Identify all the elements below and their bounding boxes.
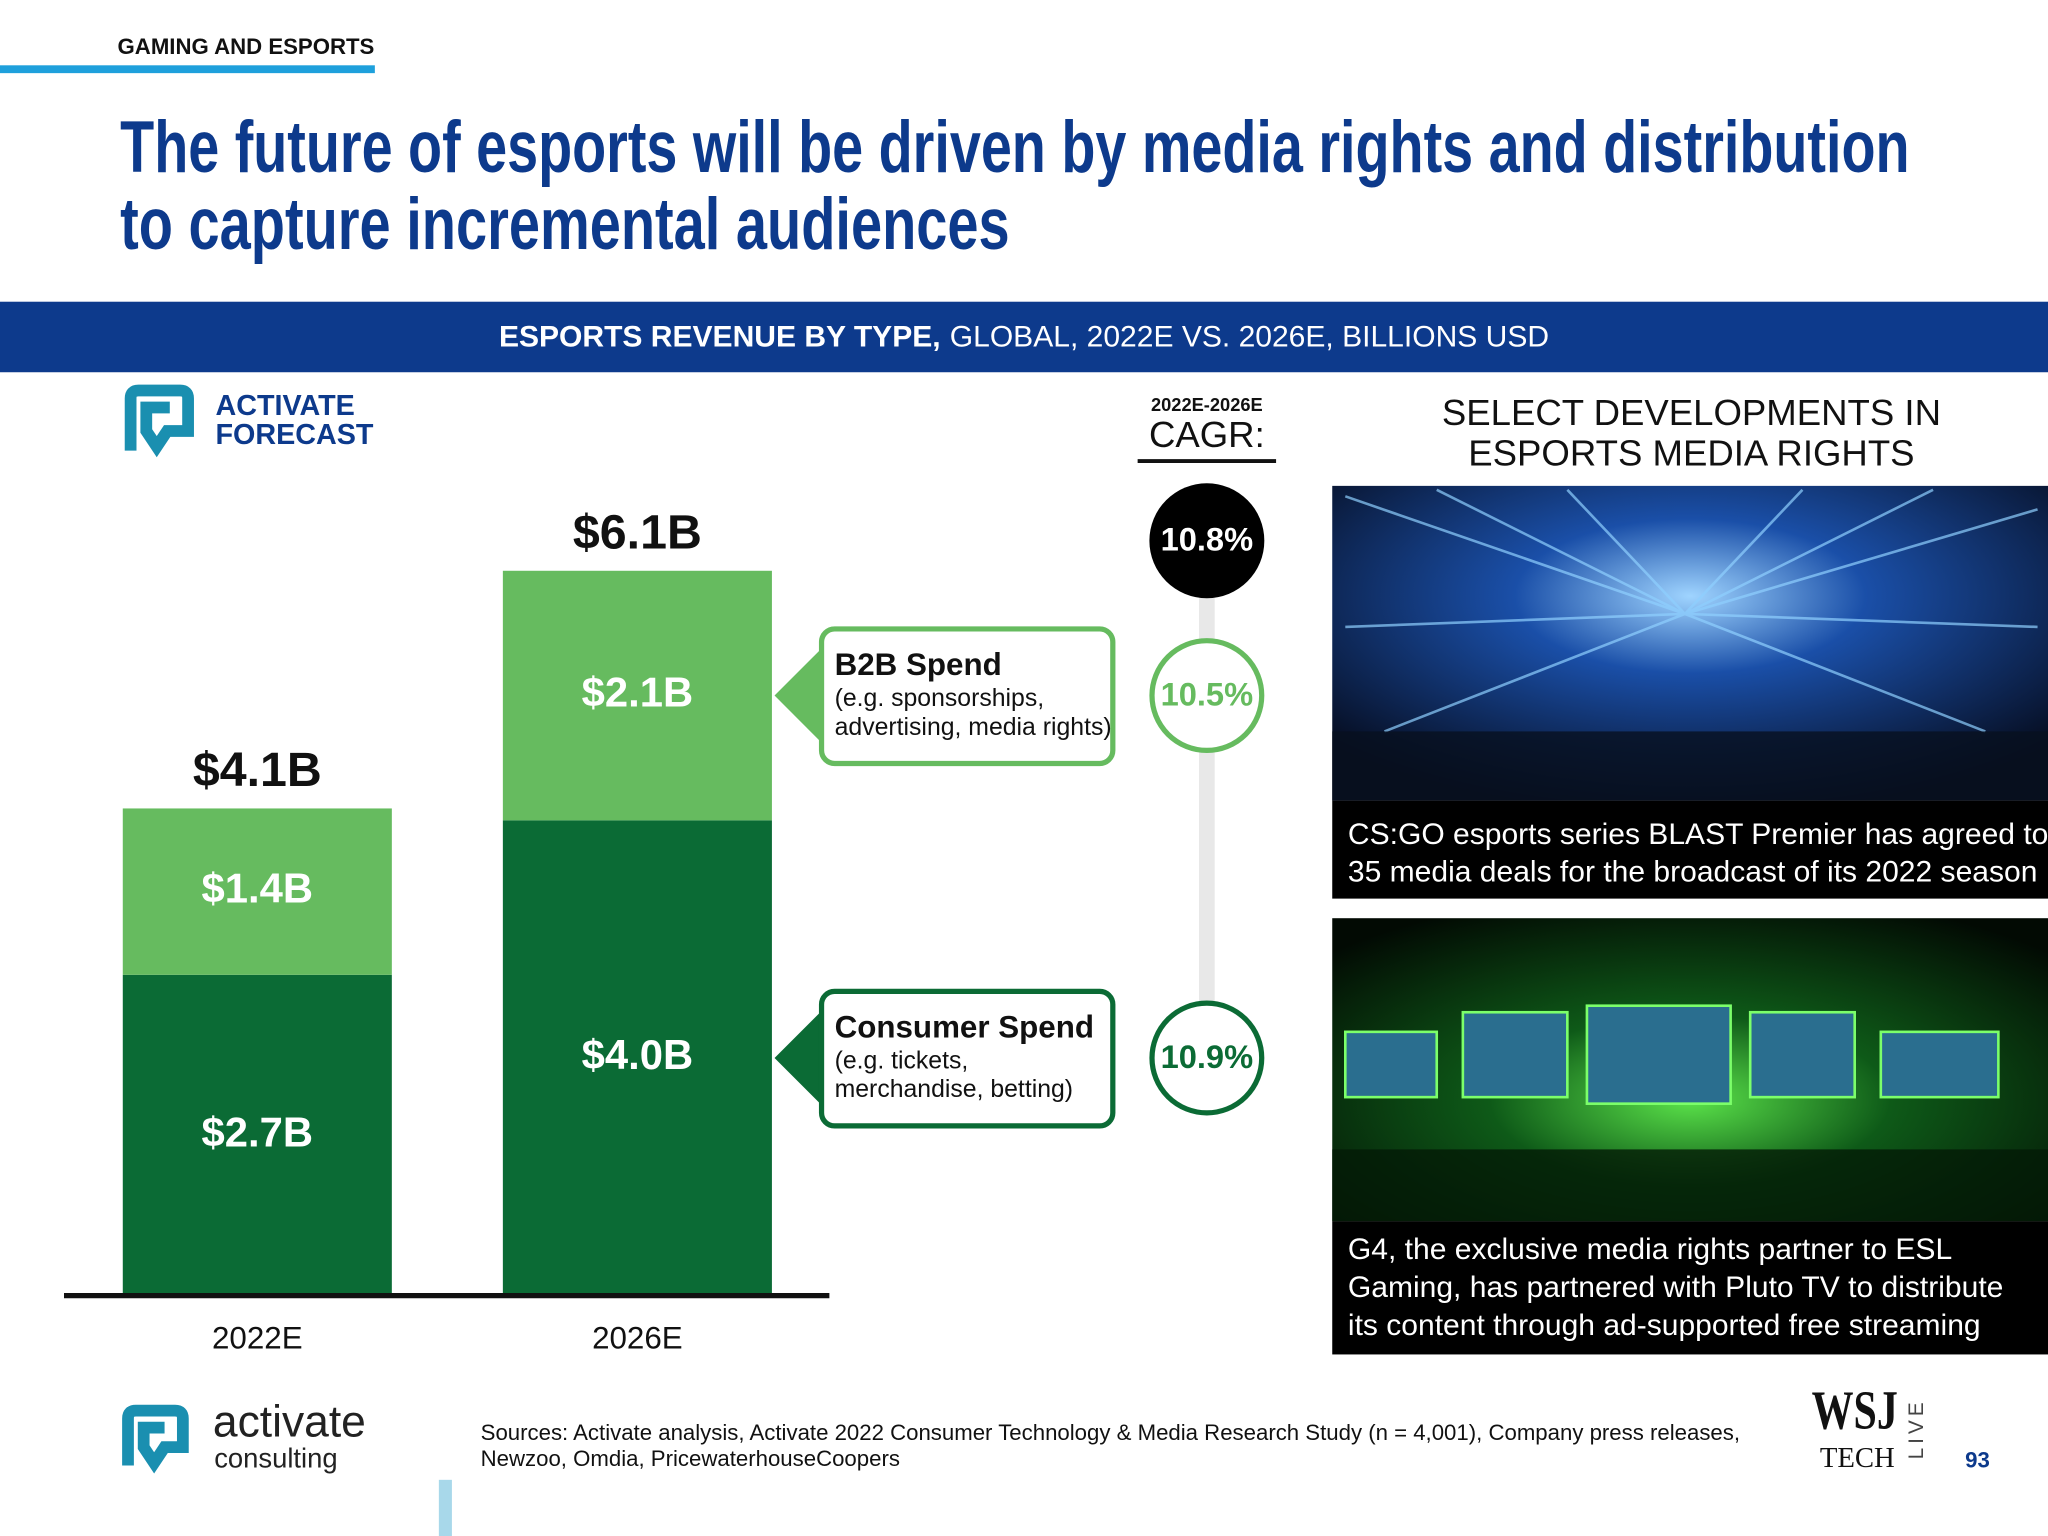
cagr-track	[1199, 540, 1215, 1059]
sources: Newzoo, Omdia, PricewaterhouseCoopers	[481, 1446, 900, 1471]
caption: CS:GO esports series BLAST Premier has a…	[1348, 818, 2048, 851]
photo-blast	[1332, 485, 2048, 899]
chart-heading: ESPORTS REVENUE BY TYPE, GLOBAL, 2022E VS…	[499, 320, 1549, 353]
logo-text: consulting	[214, 1442, 337, 1473]
page-number: 93	[1965, 1447, 1990, 1472]
section-label: GAMING AND ESPORTS	[118, 34, 375, 59]
logo-icon	[122, 1404, 189, 1474]
activate-logo: activate consulting	[122, 1398, 366, 1474]
chart-title: ESPORTS REVENUE BY TYPE,	[499, 320, 941, 353]
logo-icon	[124, 384, 194, 458]
headline: to capture incremental audiences	[120, 184, 1009, 265]
bar-segment	[502, 570, 772, 821]
chart: $2.7B $1.4B $4.1B 2022E $4.0B $2.1B $6.1B 2026E…	[63, 394, 1277, 1355]
bar-segment	[502, 820, 772, 1296]
logo-text: FORECAST	[216, 419, 374, 451]
caption: G4, the exclusive media rights partner t…	[1348, 1233, 1952, 1266]
chart-banner	[0, 301, 2048, 373]
section-underline	[0, 65, 375, 74]
screens	[1344, 1004, 2000, 1105]
caption: 35 media deals for the broadcast of its …	[1348, 856, 2038, 889]
caption: Gaming, has partnered with Pluto TV to d…	[1348, 1271, 2003, 1304]
cagr-badge	[1149, 1000, 1265, 1116]
callout-description: (e.g. sponsorships,	[835, 685, 1045, 712]
photo-esl	[1332, 918, 2048, 1355]
accent-bar	[438, 1479, 452, 1536]
wsj-logo: WSJ	[1812, 1379, 1898, 1440]
light-rays	[1344, 488, 2038, 733]
logo-text: activate	[213, 1398, 366, 1447]
cagr-badge	[1149, 483, 1265, 599]
cagr-period: 2022E-2026E	[1151, 394, 1263, 415]
sources: Sources: Activate analysis, Activate 202…	[481, 1420, 1740, 1445]
forecast-logo: ACTIVATE FORECAST	[124, 384, 374, 458]
segment-label: $2.7B	[202, 1108, 314, 1155]
total-label: $6.1B	[573, 505, 702, 559]
callout-description: (e.g. tickets,	[835, 1047, 969, 1074]
cagr-label: 10.9%	[1161, 1038, 1254, 1075]
legend-label: B2B Spend	[835, 647, 1002, 682]
callout-box	[818, 626, 1116, 767]
bar-segment	[122, 974, 392, 1296]
x-tick-label: 2022E	[212, 1320, 303, 1355]
segment-label: $1.4B	[202, 865, 314, 912]
caption: its content through ad-supported free st…	[1348, 1309, 1981, 1342]
caption-bg	[1332, 800, 2048, 899]
panel-title: SELECT DEVELOPMENTS IN	[1442, 392, 1941, 433]
segment-label: $4.0B	[582, 1031, 694, 1078]
chart-subtitle: GLOBAL, 2022E VS. 2026E, BILLIONS USD	[950, 320, 1549, 353]
total-label: $4.1B	[193, 743, 322, 797]
segment-label: $2.1B	[582, 669, 694, 716]
bar-segment	[122, 808, 392, 975]
cagr-label: 10.5%	[1161, 675, 1254, 712]
callout-box	[818, 988, 1116, 1129]
wsj-logo: LIVE	[1905, 1398, 1928, 1459]
callout-description: advertising, media rights)	[835, 714, 1112, 741]
caption-bg	[1332, 1221, 2048, 1355]
x-tick-label: 2026E	[592, 1320, 683, 1355]
headline: The future of esports will be driven by …	[120, 107, 1909, 188]
cagr-label: 10.8%	[1161, 521, 1254, 558]
callout-pointer	[774, 648, 822, 743]
cagr-badge	[1149, 638, 1265, 754]
logo-text: ACTIVATE	[216, 390, 355, 422]
callout-pointer	[774, 1010, 822, 1106]
cagr-title: CAGR:	[1149, 414, 1265, 455]
legend-label: Consumer Spend	[835, 1010, 1094, 1045]
callout-description: merchandise, betting)	[835, 1076, 1073, 1103]
wsj-logo: TECH	[1820, 1442, 1895, 1474]
panel-title: ESPORTS MEDIA RIGHTS	[1468, 432, 1914, 473]
